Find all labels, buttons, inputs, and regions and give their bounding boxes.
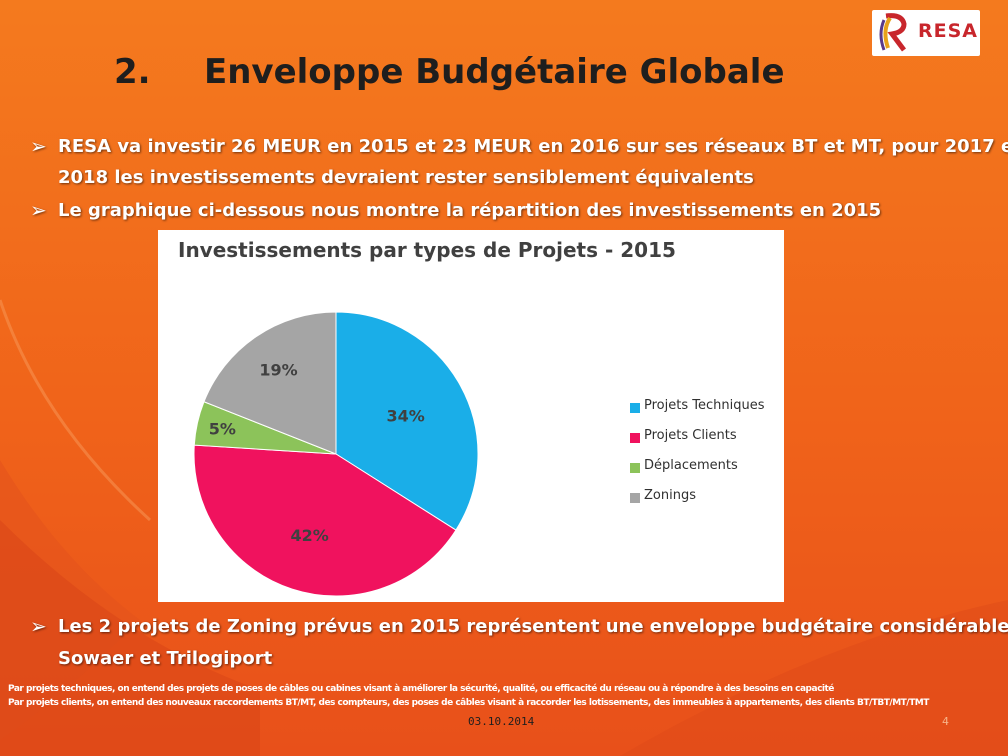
- bullet-arrow-icon: ➢: [30, 198, 47, 222]
- pie-slice-projets-techniques: [335, 311, 479, 531]
- bullet-3-line-2: Sowaer et Trilogiport: [58, 648, 273, 669]
- bullet-1-line-1: RESA va investir 26 MEUR en 2015 et 23 M…: [58, 136, 1008, 157]
- pie-slice-projets-clients: [193, 444, 457, 597]
- footnote-2: Par projets clients, on entend des nouve…: [8, 698, 929, 708]
- section-number: 2.: [114, 52, 151, 92]
- footnote-1: Par projets techniques, on entend des pr…: [8, 684, 834, 694]
- pie-chart-svg: 34% 42% 5% 19%: [193, 311, 479, 597]
- legend-label: Projets Clients: [644, 428, 737, 443]
- bullet-1-line-2: 2018 les investissements devraient reste…: [58, 167, 754, 188]
- pie-chart: Investissements par types de Projets - 2…: [158, 230, 784, 602]
- legend-label: Zonings: [644, 488, 696, 503]
- legend-swatch: [630, 463, 640, 473]
- bullet-2: Le graphique ci-dessous nous montre la r…: [58, 200, 882, 221]
- bullet-3-line-1: Les 2 projets de Zoning prévus en 2015 r…: [58, 616, 1008, 637]
- resa-logo-icon: [879, 13, 907, 52]
- pie-data-label: 19%: [259, 360, 297, 379]
- pie-slice-zonings: [203, 311, 337, 455]
- bullet-arrow-icon: ➢: [30, 134, 47, 158]
- legend-swatch: [630, 403, 640, 413]
- resa-logo-text: RESA: [918, 20, 978, 42]
- slide-date: 03.10.2014: [468, 715, 535, 728]
- resa-logo: RESA: [872, 10, 980, 56]
- page-title: Enveloppe Budgétaire Globale: [204, 52, 785, 92]
- legend-label: Projets Techniques: [644, 398, 765, 413]
- page-number: 4: [942, 715, 949, 728]
- pie-data-label: 34%: [387, 407, 425, 426]
- chart-title: Investissements par types de Projets - 2…: [178, 238, 676, 262]
- legend-label: Déplacements: [644, 458, 738, 473]
- pie-data-label: 42%: [291, 526, 329, 545]
- bullet-arrow-icon: ➢: [30, 614, 47, 638]
- legend-swatch: [630, 433, 640, 443]
- legend-swatch: [630, 493, 640, 503]
- pie-data-label: 5%: [209, 420, 236, 439]
